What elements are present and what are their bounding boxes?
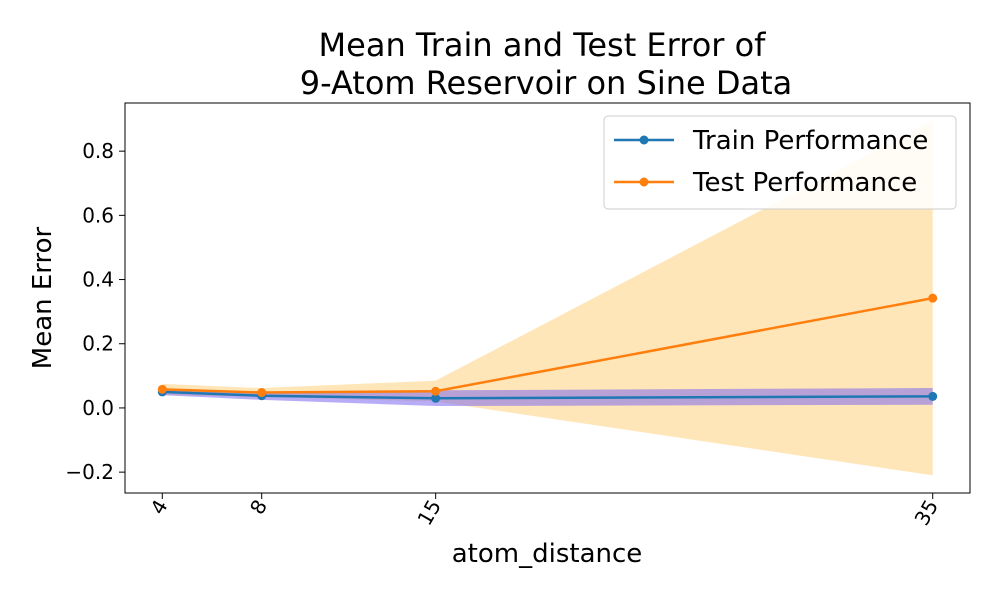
data-point-train <box>928 391 938 401</box>
series-points <box>157 293 938 403</box>
y-axis-ticks: −0.2 0.0 0.2 0.4 0.6 0.8 <box>65 139 125 484</box>
x-tick-label: 35 <box>910 496 944 530</box>
y-tick-label: 0.0 <box>82 396 114 420</box>
legend: Train Performance Test Performance <box>603 115 957 210</box>
series-lines <box>162 296 933 400</box>
y-tick-label: −0.2 <box>65 460 114 484</box>
data-point-train <box>431 393 441 403</box>
series-line-test <box>162 296 933 394</box>
y-tick-label: 0.8 <box>82 139 114 163</box>
series-line-train <box>162 390 933 400</box>
plot-frame <box>124 102 971 494</box>
data-point-test <box>431 386 441 396</box>
band-test <box>162 120 933 476</box>
chart-title-line-1: Mean Train and Test Error of <box>319 26 767 64</box>
y-tick-label: 0.2 <box>82 332 114 356</box>
x-axis-ticks: 4 8 15 35 <box>145 493 943 530</box>
legend-train-marker <box>639 135 649 145</box>
data-point-test <box>257 388 267 398</box>
x-tick-label: 15 <box>412 496 446 530</box>
y-axis-label: Mean Error <box>28 226 58 369</box>
x-tick-label: 8 <box>245 496 272 519</box>
y-tick-label: 0.6 <box>82 203 114 227</box>
data-point-test <box>157 384 167 394</box>
legend-box <box>603 115 957 210</box>
data-point-test <box>928 293 938 303</box>
y-tick-label: 0.4 <box>82 268 114 292</box>
x-axis-label: atom_distance <box>452 539 643 569</box>
legend-train-label: Train Performance <box>692 126 928 156</box>
x-tick-label: 4 <box>145 496 172 519</box>
chart-title-line-2: 9-Atom Reservoir on Sine Data <box>300 64 793 102</box>
legend-test-marker <box>639 177 649 187</box>
legend-test-label: Test Performance <box>692 168 917 198</box>
